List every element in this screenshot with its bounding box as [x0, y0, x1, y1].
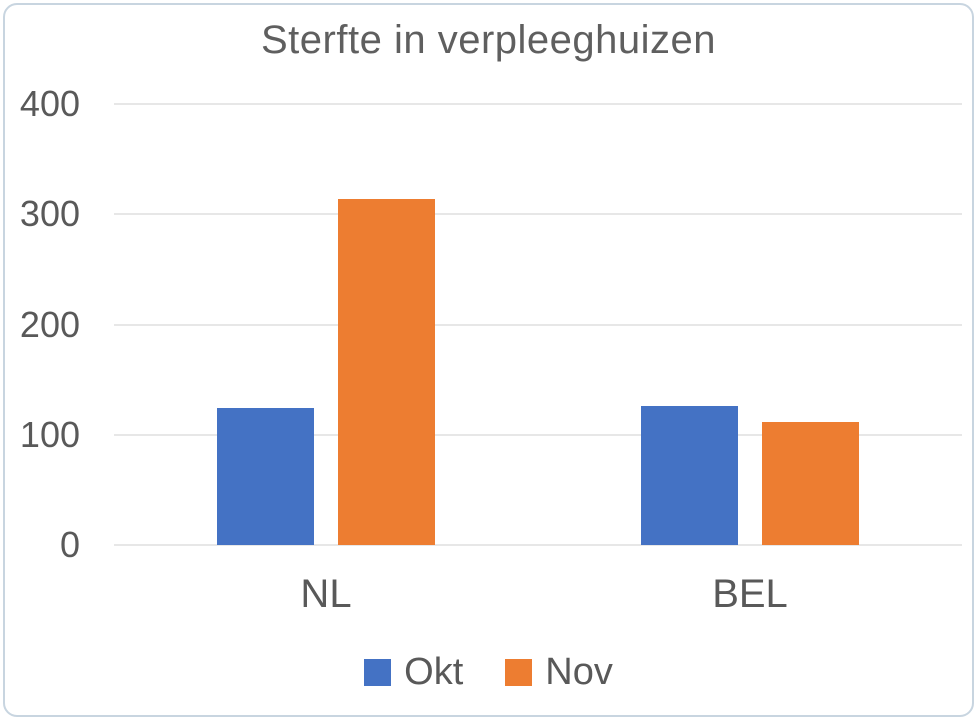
y-axis: 0 100 200 300 400	[0, 83, 80, 565]
gridline-200	[114, 323, 962, 326]
gridline-100	[114, 433, 962, 436]
bar-nov-bel	[762, 421, 859, 545]
x-axis: NL BEL	[114, 572, 962, 627]
legend-item-okt: Okt	[364, 651, 463, 694]
y-tick-label-200: 200	[19, 303, 80, 345]
legend-item-nov: Nov	[505, 651, 613, 694]
legend: Okt Nov	[0, 646, 977, 698]
bar-nov-nl	[338, 198, 435, 545]
plot-area	[114, 103, 962, 546]
x-tick-label-bel: BEL	[712, 572, 788, 616]
bar-okt-bel	[641, 406, 738, 545]
y-tick-label-300: 300	[19, 193, 80, 235]
y-tick-label-100: 100	[19, 413, 80, 455]
gridline-400	[114, 103, 962, 105]
gridline-0	[114, 544, 962, 546]
legend-label-nov: Nov	[545, 650, 613, 693]
y-tick-label-400: 400	[19, 83, 80, 124]
legend-label-okt: Okt	[404, 650, 464, 693]
bar-okt-nl	[217, 408, 314, 545]
gridline-300	[114, 213, 962, 216]
legend-swatch-okt	[364, 658, 392, 686]
x-tick-label-nl: NL	[300, 572, 352, 616]
y-tick-label-0: 0	[59, 524, 80, 565]
legend-swatch-nov	[505, 658, 533, 686]
chart-title: Sterfte in verpleeghuizen	[261, 18, 716, 62]
